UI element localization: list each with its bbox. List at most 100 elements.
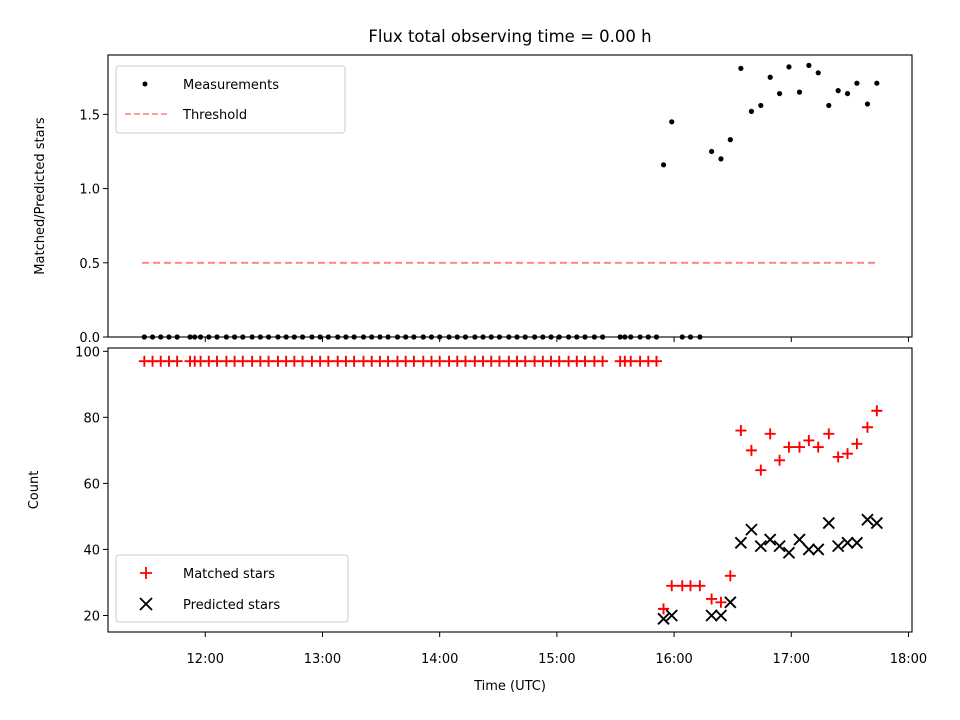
matched-stars-point — [297, 355, 309, 367]
legend-predicted-label: Predicted stars — [183, 598, 280, 613]
measurement-point — [291, 334, 297, 340]
measurement-point — [727, 137, 733, 143]
count-panel: 20 40 60 80 100 12:00 13:00 14:00 15:00 16:00 17:0… — [27, 345, 927, 694]
measurement-point — [206, 334, 212, 340]
measurement-point — [874, 80, 880, 86]
matched-stars-point — [823, 428, 835, 440]
measurement-point — [574, 334, 580, 340]
predicted-stars-point — [714, 609, 728, 622]
measurement-point — [394, 334, 401, 340]
measurement-point — [815, 70, 821, 76]
predicted-stars-point — [793, 533, 806, 546]
predicted-stars-point — [773, 539, 786, 553]
count-y-tick-label: 60 — [83, 477, 100, 492]
measurement-point — [462, 334, 469, 340]
ratio-legend: Measurements Threshold — [115, 65, 346, 134]
matched-stars-point — [793, 441, 805, 453]
predicted-stars-point — [724, 596, 737, 609]
matched-stars-point — [745, 444, 757, 456]
measurement-point — [835, 88, 841, 94]
measurement-point — [660, 162, 667, 168]
matched-stars-point — [832, 451, 844, 463]
measurement-point — [786, 64, 792, 70]
measurement-point — [776, 90, 783, 97]
predicted-stars-point — [745, 523, 758, 536]
count-panel-marks — [138, 355, 884, 625]
measurement-point — [738, 65, 744, 71]
predicted-stars-point — [764, 533, 777, 546]
ratio-panel: 0.0 0.5 1.0 1.5 Matched/Predicted stars Mea… — [33, 54, 913, 346]
matched-stars-point — [851, 438, 863, 450]
measurement-point — [622, 334, 628, 340]
ratio-y-axis-label: Matched/Predicted stars — [33, 117, 48, 275]
measurement-point — [309, 334, 315, 340]
measurement-point — [532, 334, 538, 340]
count-y-tick-label: 20 — [83, 609, 100, 624]
matched-stars-point — [764, 428, 776, 440]
matched-stars-point — [735, 425, 747, 437]
ratio-panel-ticks: 0.0 0.5 1.0 1.5 — [79, 108, 909, 346]
measurement-point — [767, 74, 773, 80]
measurement-point — [806, 62, 812, 68]
x-axis-label: Time (UTC) — [473, 679, 546, 694]
measurement-point — [758, 102, 764, 109]
predicted-stars-point — [850, 536, 864, 550]
measurement-point — [174, 334, 180, 340]
measurement-point — [166, 334, 172, 340]
matched-stars-point — [783, 441, 795, 453]
measurement-point — [377, 334, 383, 340]
matched-stars-point — [755, 464, 767, 476]
matched-stars-point — [666, 580, 678, 592]
matched-stars-point — [651, 355, 663, 367]
legend-predicted-marker — [139, 597, 153, 611]
measurement-point — [506, 334, 512, 340]
legend-measurements-label: Measurements — [183, 78, 279, 93]
matched-stars-point — [408, 355, 420, 367]
matched-stars-point — [597, 355, 609, 367]
measurement-point — [540, 334, 546, 340]
legend-matched-label: Matched stars — [183, 567, 275, 582]
measurement-point — [325, 334, 331, 340]
matched-stars-point — [237, 355, 249, 367]
measurement-point — [275, 334, 281, 340]
measurement-point — [796, 89, 803, 95]
measurement-point — [566, 334, 572, 340]
x-tick-label: 16:00 — [655, 652, 692, 667]
matched-stars-point — [871, 405, 883, 417]
predicted-stars-point — [734, 536, 748, 550]
ratio-legend-frame — [115, 65, 346, 134]
x-tick-label: 12:00 — [187, 652, 224, 667]
measurement-point — [653, 334, 660, 340]
predicted-stars-point — [861, 513, 874, 526]
legend-measurements-marker — [142, 81, 148, 87]
matched-stars-point — [519, 355, 531, 367]
matched-stars-point — [774, 454, 786, 466]
measurement-point — [599, 334, 606, 340]
legend-matched-marker — [140, 567, 152, 579]
predicted-stars-point — [870, 516, 884, 530]
ratio-panel-marks — [141, 62, 880, 340]
chart-title: Flux total observing time = 0.00 h — [368, 27, 651, 46]
measurement-point — [548, 334, 554, 340]
x-tick-label: 13:00 — [304, 652, 341, 667]
matched-stars-point — [553, 355, 565, 367]
measurement-point — [446, 334, 452, 340]
measurement-point — [617, 334, 623, 340]
measurement-point — [748, 108, 755, 114]
matched-stars-point — [684, 580, 696, 592]
measurement-point — [343, 334, 349, 340]
matched-stars-point — [715, 596, 727, 608]
matched-stars-point — [459, 355, 471, 367]
measurement-point — [411, 334, 417, 340]
measurement-point — [351, 334, 357, 340]
measurement-point — [472, 334, 478, 340]
matched-stars-point — [706, 593, 718, 605]
ratio-y-tick-label: 0.0 — [79, 331, 100, 346]
measurement-point — [428, 334, 435, 340]
matched-stars-point — [263, 355, 275, 367]
measurement-point — [556, 334, 562, 340]
x-tick-label: 14:00 — [421, 652, 458, 667]
measurement-point — [514, 334, 520, 340]
matched-stars-point — [348, 355, 360, 367]
measurement-point — [679, 334, 685, 340]
